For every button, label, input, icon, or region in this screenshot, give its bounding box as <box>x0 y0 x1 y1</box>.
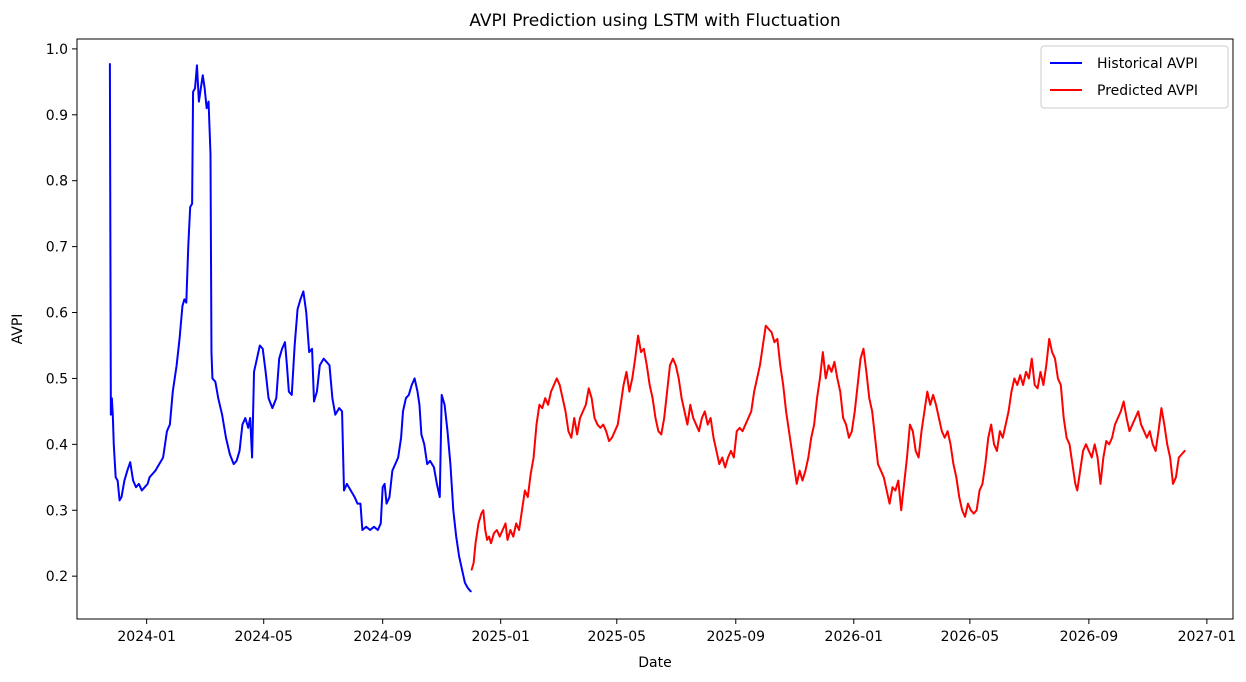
y-tick-label-3: 0.5 <box>46 371 68 387</box>
y-tick-label-1: 0.3 <box>46 503 68 519</box>
x-tick-label-9: 2027-01 <box>1178 629 1237 645</box>
y-axis-label: AVPI <box>10 314 26 345</box>
plot-frame <box>76 38 1234 620</box>
y-axis: 0.2 0.3 0.4 0.5 0.6 0.7 0.8 0.9 1.0 <box>46 42 77 585</box>
y-tick-label-2: 0.4 <box>46 437 68 453</box>
x-tick-label-0: 2024-01 <box>117 629 176 645</box>
legend-label-predicted: Predicted AVPI <box>1097 83 1198 99</box>
x-tick-label-3: 2025-01 <box>471 629 530 645</box>
legend-box <box>1040 45 1229 109</box>
x-tick-label-8: 2026-09 <box>1060 629 1119 645</box>
x-tick-label-4: 2025-05 <box>588 629 647 645</box>
x-tick-label-2: 2024-09 <box>353 629 412 645</box>
y-tick-label-5: 0.7 <box>46 240 68 256</box>
y-tick-label-6: 0.8 <box>46 174 68 190</box>
y-tick-label-0: 0.2 <box>46 569 68 585</box>
x-axis-label: Date <box>638 655 671 671</box>
x-tick-label-7: 2026-05 <box>941 629 1000 645</box>
series-line-0 <box>108 63 472 593</box>
legend-label-historical: Historical AVPI <box>1097 56 1198 72</box>
legend: Historical AVPI Predicted AVPI <box>1040 45 1229 109</box>
x-tick-label-5: 2025-09 <box>707 629 766 645</box>
x-tick-label-6: 2026-01 <box>825 629 884 645</box>
y-tick-label-8: 1.0 <box>46 42 68 58</box>
x-axis: 2024-01 2024-05 2024-09 2025-01 2025-05 2025-… <box>117 619 1236 645</box>
y-tick-label-7: 0.9 <box>46 108 68 124</box>
chart-title: AVPI Prediction using LSTM with Fluctuat… <box>469 11 840 31</box>
series-layer <box>108 63 1186 593</box>
series-line-1 <box>470 324 1186 571</box>
y-tick-label-4: 0.6 <box>46 306 68 322</box>
x-tick-label-1: 2024-05 <box>234 629 293 645</box>
